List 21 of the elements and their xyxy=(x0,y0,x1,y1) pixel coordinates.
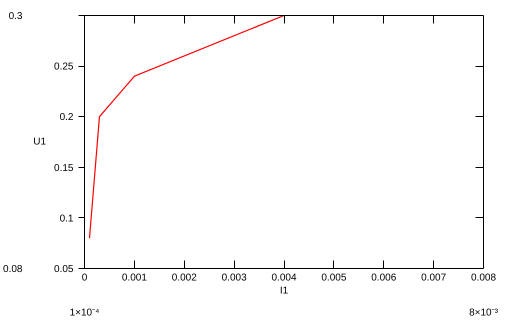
x-tick-label: 0.005 xyxy=(321,272,347,284)
text: 1×10⁻⁴ xyxy=(70,308,100,318)
text: 0.08 xyxy=(3,264,23,275)
x-tick-label: 0.006 xyxy=(371,272,397,284)
x-tick-label: 0.003 xyxy=(222,272,248,284)
y-tick-label: 0.25 xyxy=(54,62,74,73)
x-axis-title: I1 xyxy=(280,286,289,296)
y-tick-label: 0.05 xyxy=(54,264,74,275)
y-tick-label: 0.15 xyxy=(54,162,74,174)
x-tick-label: 0.007 xyxy=(421,272,447,284)
x-tick-label: 0.004 xyxy=(271,272,297,284)
text: 8×10⁻³ xyxy=(469,308,499,318)
x-tick-label: 0.002 xyxy=(172,272,198,284)
line-series xyxy=(88,16,285,239)
y-axis-title: U1 xyxy=(33,136,46,148)
x-tick-label: 0.001 xyxy=(122,272,148,284)
x-tick-label: 0 xyxy=(82,272,88,284)
y-tick-label: 0.2 xyxy=(60,112,74,124)
x-tick-label: 0.008 xyxy=(470,272,496,284)
y-tick-label: 0.1 xyxy=(60,213,74,224)
text: 0.3 xyxy=(8,11,23,22)
